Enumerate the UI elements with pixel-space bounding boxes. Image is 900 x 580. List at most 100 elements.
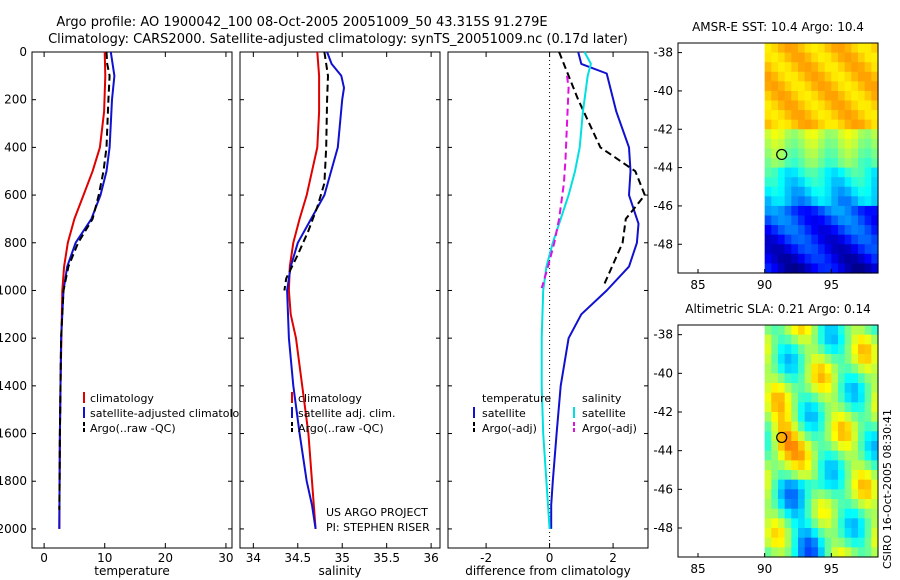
heatmap-cell [864, 167, 872, 178]
heatmap-cell [844, 43, 852, 54]
heatmap-cell [771, 215, 779, 226]
heatmap-cell [764, 518, 772, 529]
heatmap-cell [804, 90, 812, 102]
heatmap-cell [791, 547, 799, 558]
heatmap-cell [851, 354, 859, 365]
heatmap-cell [858, 325, 866, 336]
heatmap-cell [844, 71, 852, 82]
project-label: US ARGO PROJECT [326, 506, 428, 519]
y-tick-label: 400 [4, 140, 27, 154]
heatmap-cell [871, 373, 879, 384]
heatmap-cell [784, 354, 792, 365]
heatmap-cell [824, 62, 832, 73]
heatmap-cell [764, 431, 772, 442]
heatmap-cell [824, 489, 832, 500]
heatmap-cell [798, 499, 806, 510]
y-tick-label: 1000 [0, 283, 27, 297]
heatmap-cell [764, 508, 772, 519]
heatmap-cell [771, 421, 779, 432]
heatmap-cell [791, 148, 799, 159]
heatmap-cell [784, 148, 792, 159]
heatmap-cell [844, 518, 852, 529]
heatmap-cell [778, 167, 786, 178]
heatmap-cell [804, 334, 812, 345]
heatmap-cell [811, 138, 819, 150]
heatmap-cell [851, 205, 859, 217]
heatmap-cell [864, 373, 872, 384]
heatmap-cell [818, 344, 826, 355]
heatmap-cell [804, 138, 812, 150]
heatmap-cell [804, 110, 812, 121]
heatmap-cell [798, 253, 806, 265]
heatmap-cell [871, 158, 879, 169]
heatmap-cell [824, 148, 832, 159]
heatmap-cell [871, 110, 879, 121]
heatmap-cell [778, 450, 786, 461]
heatmap-cell [871, 392, 879, 403]
heatmap-cell [804, 528, 812, 539]
heatmap-cell [838, 225, 846, 236]
heatmap-cell [778, 215, 786, 226]
heatmap-cell [818, 537, 826, 548]
y-tick-label: 600 [4, 188, 27, 202]
plot-frame [447, 51, 649, 549]
heatmap-cell [764, 489, 772, 500]
heatmap-cell [871, 402, 879, 413]
heatmap-cell [844, 186, 852, 197]
plot-frame [31, 51, 233, 549]
heatmap-cell [824, 129, 832, 140]
heatmap-cell [811, 508, 819, 519]
heatmap-cell [824, 450, 832, 461]
heatmap-cell [764, 244, 772, 255]
heatmap-cell [771, 460, 779, 471]
x-axis-label: temperature [94, 564, 169, 578]
heatmap-cell [791, 412, 799, 423]
heatmap-cell [764, 383, 772, 394]
heatmap-cell [771, 119, 779, 130]
heatmap-cell [831, 344, 839, 355]
heatmap-cell [871, 334, 879, 345]
heatmap-cell [831, 196, 839, 207]
heatmap-cell [851, 421, 859, 432]
heatmap-cell [824, 100, 832, 111]
heatmap-cell [798, 129, 806, 140]
heatmap-cell [811, 205, 819, 217]
heatmap-cell [818, 412, 826, 423]
heatmap-cell [838, 81, 846, 92]
heatmap-cell [818, 253, 826, 265]
heatmap-cell [864, 205, 872, 217]
heatmap-cell [764, 450, 772, 461]
heatmap-cell [818, 325, 826, 336]
heatmap-cell [798, 431, 806, 442]
heatmap-cell [851, 392, 859, 403]
heatmap-cell [858, 479, 866, 490]
heatmap-cell [858, 205, 866, 217]
heatmap-cell [771, 148, 779, 159]
heatmap-cell [771, 412, 779, 423]
heatmap-cell [844, 90, 852, 102]
heatmap-cell [871, 234, 879, 245]
heatmap-cell [818, 450, 826, 461]
heatmap-cell [844, 148, 852, 159]
sla-map-panel: 85 90 95 -38 -40 -42 -44 -46 -48 Altimetric SLA: … [653, 302, 879, 576]
heatmap-cell [791, 383, 799, 394]
x-tick-label: 34 [246, 551, 261, 565]
heatmap-cell [771, 431, 779, 442]
heatmap-cell [831, 43, 839, 54]
y-tick-label: -38 [653, 46, 673, 60]
heatmap-cell [831, 253, 839, 265]
heatmap-cell [844, 215, 852, 226]
heatmap-cell [818, 489, 826, 500]
heatmap-cell [818, 129, 826, 140]
heatmap-cell [858, 383, 866, 394]
heatmap-cell [864, 138, 872, 150]
heatmap-cell [838, 110, 846, 121]
heatmap-cell [778, 412, 786, 423]
heatmap-cell [791, 325, 799, 336]
heatmap-cell [771, 167, 779, 178]
heatmap-cell [784, 225, 792, 236]
heatmap-cell [851, 71, 859, 82]
heatmap-cell [778, 392, 786, 403]
heatmap-cell [778, 205, 786, 217]
heatmap-cell [778, 325, 786, 336]
